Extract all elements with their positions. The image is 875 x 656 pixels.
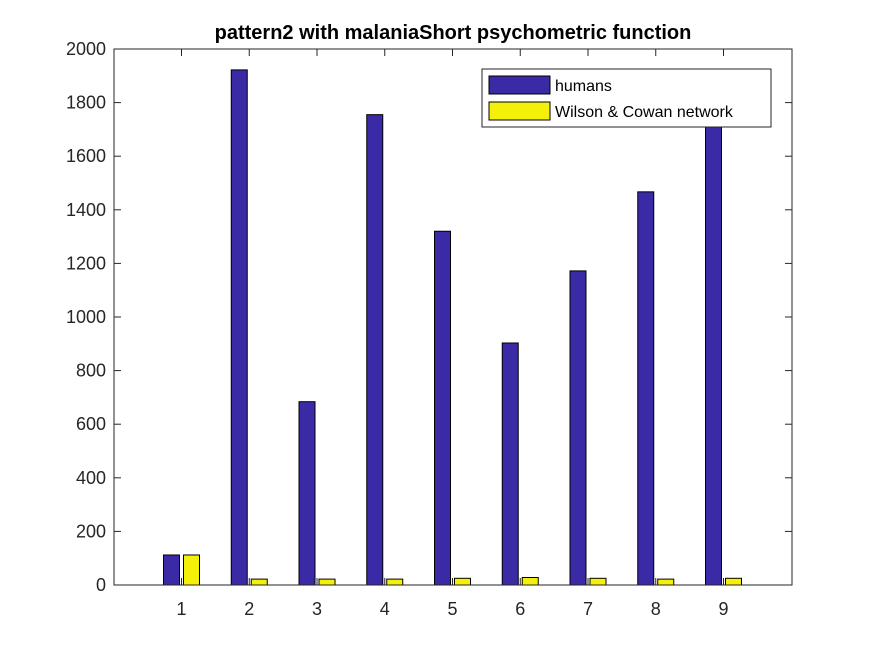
y-tick-label: 1000 (66, 307, 106, 327)
bar-humans-9 (705, 122, 722, 586)
x-tick-label: 8 (651, 599, 661, 619)
bar-wilson-cowan-3 (318, 578, 336, 586)
bar-humans-7 (569, 270, 587, 586)
y-tick-label: 1800 (66, 93, 106, 113)
y-tick-label: 1200 (66, 253, 106, 273)
bar-wilson-cowan-1 (183, 554, 200, 586)
x-tick-label: 6 (515, 599, 525, 619)
chart-title: pattern2 with malaniaShort psychometric … (215, 22, 692, 44)
y-tick-label: 1600 (66, 146, 106, 166)
bar-wilson-cowan-9 (725, 577, 742, 586)
bar-wilson-cowan-4 (386, 578, 404, 586)
legend-swatch-humans (488, 75, 551, 95)
plot-area (114, 49, 792, 585)
legend-label-wilson-cowan: Wilson & Cowan network (555, 104, 734, 121)
legend-swatch-wilson-cowan (488, 101, 551, 121)
bar-humans-5 (434, 230, 451, 586)
bar-humans-1 (163, 554, 180, 586)
x-tick-label: 9 (718, 599, 728, 619)
y-tick-label: 400 (76, 468, 106, 488)
x-tick-label: 4 (380, 599, 390, 619)
y-tick-label: 600 (76, 414, 106, 434)
bar-wilson-cowan-6 (521, 576, 539, 586)
x-tick-label: 3 (312, 599, 322, 619)
x-tick-label: 5 (447, 599, 457, 619)
bar-humans-8 (637, 191, 655, 586)
bar-humans-4 (366, 114, 384, 586)
legend: humans Wilson & Cowan network (481, 68, 772, 128)
legend-label-humans: humans (555, 78, 612, 95)
bar-wilson-cowan-7 (589, 577, 607, 586)
y-tick-label: 2000 (66, 39, 106, 59)
y-tick-label: 200 (76, 521, 106, 541)
bar-humans-2 (230, 69, 248, 586)
x-axis: 1 2 3 4 5 6 7 8 9 (176, 49, 729, 619)
y-tick-label: 800 (76, 361, 106, 381)
y-tick-label: 0 (96, 575, 106, 595)
bar-wilson-cowan-5 (454, 577, 471, 586)
x-tick-label: 2 (244, 599, 254, 619)
bar-wilson-cowan-8 (657, 578, 675, 586)
plot-frame (113, 48, 793, 586)
x-tick-label: 7 (583, 599, 593, 619)
y-tick-label: 1400 (66, 200, 106, 220)
bar-humans-6 (501, 342, 519, 586)
bar-humans-3 (298, 401, 316, 586)
x-tick-label: 1 (176, 599, 186, 619)
bar-wilson-cowan-2 (250, 578, 268, 586)
y-axis: 0 200 400 600 800 1000 1200 1400 1600 1800 2000 (66, 39, 792, 595)
